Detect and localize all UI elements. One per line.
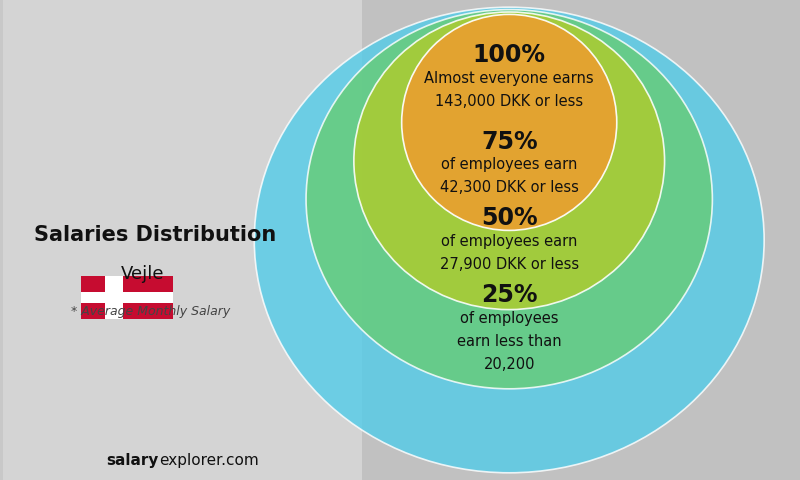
Text: of employees earn: of employees earn [441, 157, 578, 172]
Bar [81, 276, 173, 319]
Text: Salaries Distribution: Salaries Distribution [34, 225, 276, 245]
Text: of employees earn: of employees earn [441, 234, 578, 249]
Text: 25%: 25% [481, 283, 538, 307]
Text: Vejle: Vejle [121, 264, 165, 283]
Text: * Average Monthly Salary: * Average Monthly Salary [71, 305, 230, 319]
Text: 50%: 50% [481, 206, 538, 230]
Text: 143,000 DKK or less: 143,000 DKK or less [435, 94, 583, 109]
Text: 42,300 DKK or less: 42,300 DKK or less [440, 180, 578, 195]
Text: of employees: of employees [460, 311, 558, 326]
Text: 100%: 100% [473, 43, 546, 67]
Text: explorer.com: explorer.com [158, 453, 258, 468]
Bar [81, 292, 173, 303]
Text: 20,200: 20,200 [483, 357, 535, 372]
Ellipse shape [402, 14, 617, 230]
Ellipse shape [254, 7, 764, 473]
Text: 75%: 75% [481, 130, 538, 154]
Text: Almost everyone earns: Almost everyone earns [425, 71, 594, 86]
Text: salary: salary [106, 453, 158, 468]
Bar [105, 276, 123, 319]
Ellipse shape [354, 12, 665, 310]
Text: earn less than: earn less than [457, 334, 562, 349]
Ellipse shape [306, 10, 712, 389]
Bar [3, 0, 362, 480]
Bar [362, 0, 800, 480]
Text: 27,900 DKK or less: 27,900 DKK or less [440, 257, 578, 272]
